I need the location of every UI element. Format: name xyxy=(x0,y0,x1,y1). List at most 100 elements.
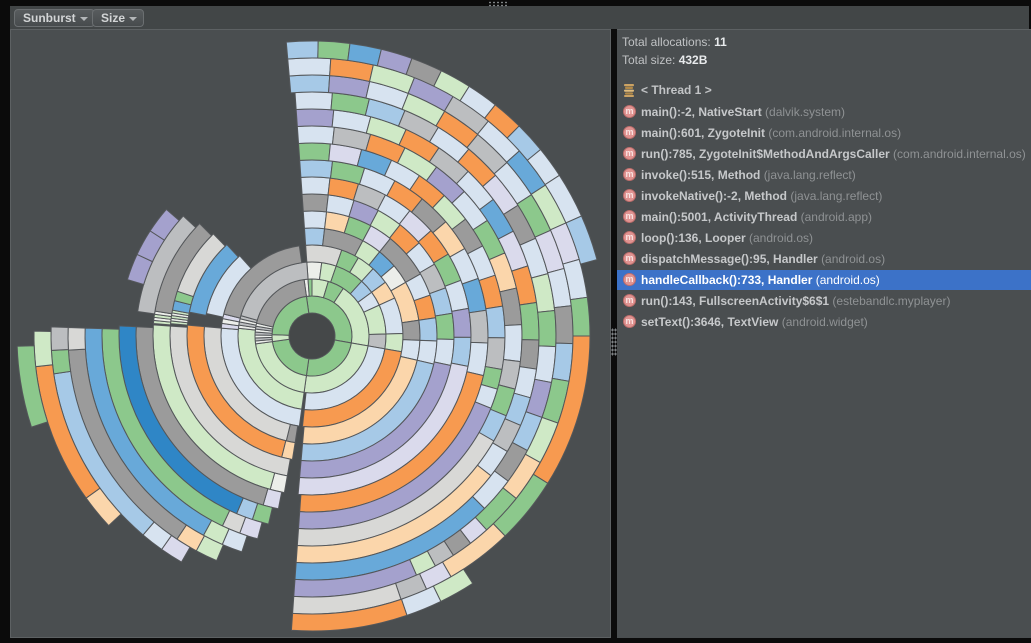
sunburst-segment[interactable] xyxy=(303,227,326,247)
total-allocations-label: Total allocations: xyxy=(622,35,711,49)
toolbar: Sunburst Size xyxy=(10,6,1029,29)
frame-package: (com.android.internal.os) xyxy=(893,147,1026,161)
frame-package: (android.os) xyxy=(749,231,814,245)
sunburst-segment[interactable] xyxy=(301,193,329,213)
sunburst-segment[interactable] xyxy=(434,312,455,340)
sunburst-segment[interactable] xyxy=(285,40,319,60)
sunburst-segment[interactable] xyxy=(485,305,506,339)
thread-icon xyxy=(624,84,634,97)
total-size-value: 432B xyxy=(678,53,708,67)
method-icon: m xyxy=(623,147,636,160)
frame-method: dispatchMessage():95, Handler xyxy=(641,252,822,266)
chevron-down-icon xyxy=(79,17,88,21)
stack-frame-row[interactable]: m invoke():515, Method (java.lang.reflect… xyxy=(617,165,1031,185)
sunburst-segment[interactable] xyxy=(50,348,72,375)
panel-splitter-handle[interactable] xyxy=(611,328,618,356)
sunburst-segment[interactable] xyxy=(149,208,180,241)
frame-package: (android.app) xyxy=(800,210,872,224)
sunburst-segment[interactable] xyxy=(302,210,328,230)
sunburst-segment[interactable] xyxy=(299,159,334,179)
stack-frame-row[interactable]: m run():143, FullscreenActivity$6$1 (este… xyxy=(617,291,1031,311)
frame-package: (java.lang.reflect) xyxy=(763,168,856,182)
total-size-label: Total size: xyxy=(622,53,676,67)
sunburst-segment[interactable] xyxy=(296,125,335,145)
frame-method: invoke():515, Method xyxy=(641,168,764,182)
thread-row[interactable]: < Thread 1 > xyxy=(617,80,1031,100)
total-allocations-value: 11 xyxy=(714,35,727,49)
stack-frame-row[interactable]: m invokeNative():-2, Method (java.lang.re… xyxy=(617,186,1031,206)
sunburst-segment[interactable] xyxy=(33,330,54,368)
sunburst-segment[interactable] xyxy=(288,74,331,94)
method-icon: m xyxy=(623,126,636,139)
stack-frame-row[interactable]: m loop():136, Looper (android.os) xyxy=(617,228,1031,248)
sunburst-chart[interactable] xyxy=(11,30,610,637)
stack-frame-row[interactable]: m main():-2, NativeStart (dalvik.system) xyxy=(617,102,1031,122)
sunburst-segment[interactable] xyxy=(519,339,540,370)
chart-type-dropdown[interactable]: Sunburst xyxy=(14,9,95,27)
chevron-down-icon xyxy=(129,17,138,21)
sunburst-segment[interactable] xyxy=(433,338,455,367)
sunburst-segment[interactable] xyxy=(294,91,333,111)
method-icon: m xyxy=(623,252,636,265)
method-icon: m xyxy=(623,210,636,223)
sunburst-segment[interactable] xyxy=(300,176,331,196)
sunburst-segment[interactable] xyxy=(307,278,313,297)
sunburst-segment[interactable] xyxy=(16,345,49,428)
method-icon: m xyxy=(623,273,636,286)
sunburst-segment[interactable] xyxy=(295,108,335,128)
stack-frame-row[interactable]: m main():601, ZygoteInit (com.android.int… xyxy=(617,123,1031,143)
sunburst-segment[interactable] xyxy=(317,40,351,61)
sunburst-segment[interactable] xyxy=(537,309,557,348)
frame-package: (estebandlc.myplayer) xyxy=(832,294,951,308)
frame-package: (com.android.internal.os) xyxy=(768,126,902,140)
sunburst-segment[interactable] xyxy=(67,326,86,351)
frame-method: main():-2, NativeStart xyxy=(641,105,766,119)
frame-method: main():5001, ActivityThread xyxy=(641,210,801,224)
method-icon: m xyxy=(623,168,636,181)
frame-method: invokeNative():-2, Method xyxy=(641,189,791,203)
chart-type-label: Sunburst xyxy=(23,11,76,25)
frame-method: run():143, FullscreenActivity$6$1 xyxy=(641,294,833,308)
sunburst-segment[interactable] xyxy=(451,307,472,338)
method-icon: m xyxy=(623,189,636,202)
sunburst-segment[interactable] xyxy=(290,598,408,632)
frame-method: handleCallback():733, Handler xyxy=(641,273,816,287)
stack-frame-row[interactable]: m setText():3646, TextView (android.widge… xyxy=(617,312,1031,332)
sunburst-segment[interactable] xyxy=(553,305,574,345)
frame-package: (dalvik.system) xyxy=(765,105,846,119)
sunburst-segment[interactable] xyxy=(468,309,489,344)
frame-method: loop():136, Looper xyxy=(641,231,749,245)
sunburst-segment[interactable] xyxy=(503,324,523,363)
sunburst-segment[interactable] xyxy=(484,337,506,371)
frame-package: (android.os) xyxy=(815,273,880,287)
metric-label: Size xyxy=(101,11,126,25)
frame-package: (java.lang.reflect) xyxy=(790,189,883,203)
allocation-details-panel: Total allocations: 11 Total size: 432B <… xyxy=(617,29,1031,638)
stack-frame-row[interactable]: m handleCallback():733, Handler (android.… xyxy=(617,270,1031,290)
sunburst-segment[interactable] xyxy=(519,301,540,341)
sunburst-segment[interactable] xyxy=(418,317,438,342)
frame-package: (android.widget) xyxy=(781,315,868,329)
metric-dropdown[interactable]: Size xyxy=(92,9,145,27)
method-icon: m xyxy=(623,315,636,328)
thread-label: < Thread 1 > xyxy=(641,83,712,97)
stack-frame-row[interactable]: m main():5001, ActivityThread (android.ap… xyxy=(617,207,1031,227)
frame-method: setText():3646, TextView xyxy=(641,315,782,329)
sunburst-segment[interactable] xyxy=(569,296,591,337)
frame-method: main():601, ZygoteInit xyxy=(641,126,769,140)
drag-handle-top[interactable] xyxy=(488,1,508,7)
sunburst-segment[interactable] xyxy=(287,57,332,77)
sunburst-segment[interactable] xyxy=(565,215,598,265)
sunburst-segment[interactable] xyxy=(50,326,69,351)
frame-method: run():785, ZygoteInit$MethodAndArgsCalle… xyxy=(641,147,894,161)
stack-frame-row[interactable]: m run():785, ZygoteInit$MethodAndArgsCall… xyxy=(617,144,1031,164)
total-allocations: Total allocations: 11 xyxy=(622,35,727,49)
method-icon: m xyxy=(623,294,636,307)
sunburst-segment[interactable] xyxy=(401,319,421,341)
sunburst-segment[interactable] xyxy=(450,336,472,367)
sunburst-segment[interactable] xyxy=(298,142,331,162)
stack-frame-row[interactable]: m dispatchMessage():95, Handler (android.… xyxy=(617,249,1031,269)
frame-package: (android.os) xyxy=(821,252,886,266)
method-icon: m xyxy=(623,105,636,118)
sunburst-center xyxy=(289,313,335,359)
